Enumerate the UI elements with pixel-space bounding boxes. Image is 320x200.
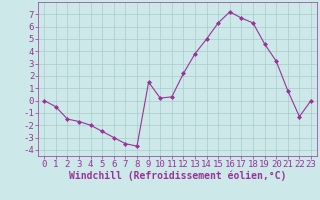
X-axis label: Windchill (Refroidissement éolien,°C): Windchill (Refroidissement éolien,°C): [69, 171, 286, 181]
